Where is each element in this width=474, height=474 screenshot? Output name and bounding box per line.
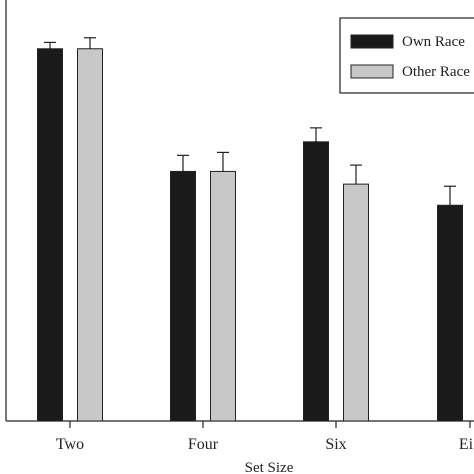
bars-group	[37, 48, 463, 422]
x-axis-label: Set Size	[245, 460, 294, 474]
x-tick-label: Eig	[459, 436, 474, 453]
bar-two-series-1	[77, 48, 103, 422]
x-ticks-group: Two Four Six Eig	[56, 421, 474, 453]
x-tick-label: Two	[56, 436, 84, 453]
bar-six-series-1	[343, 183, 369, 422]
error-bars-group	[44, 37, 456, 206]
bar-four-series-1	[210, 170, 236, 422]
legend-swatch-1	[350, 64, 394, 79]
x-tick-label: Six	[325, 436, 346, 453]
legend: Own Race Other Race	[339, 17, 474, 94]
bar-eig-series-0	[437, 204, 463, 422]
legend-label-0: Own Race	[402, 34, 465, 50]
legend-label-1: Other Race	[402, 64, 470, 80]
bar-two-series-0	[37, 48, 63, 422]
x-tick-label: Four	[188, 436, 219, 453]
bar-six-series-0	[303, 141, 329, 422]
legend-box	[339, 17, 474, 94]
bar-four-series-0	[170, 170, 196, 422]
legend-swatch-0	[350, 34, 394, 49]
